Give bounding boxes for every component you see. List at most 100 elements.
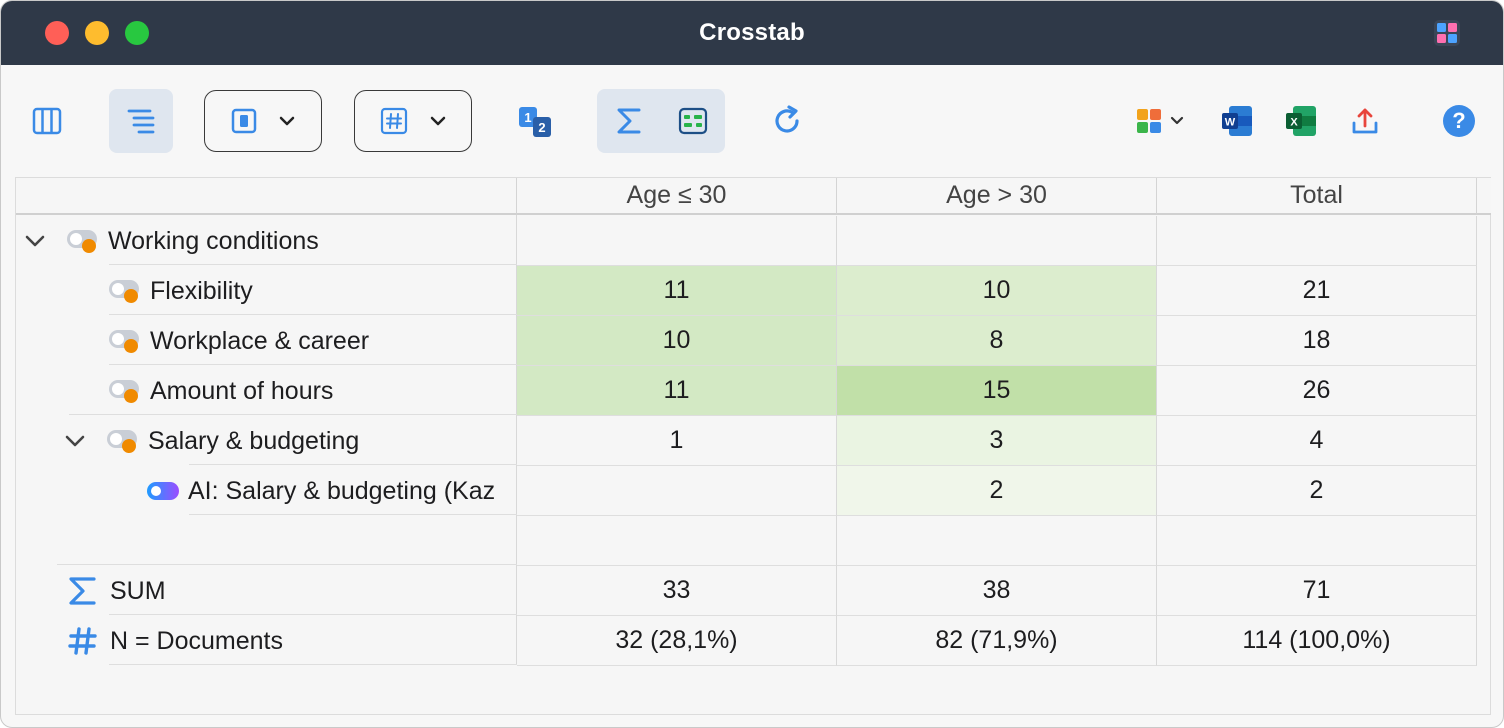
- svg-text:W: W: [1225, 117, 1236, 129]
- table-cell[interactable]: [1157, 216, 1477, 266]
- table-cell: [837, 516, 1157, 566]
- list-item[interactable]: Salary & budgeting: [62, 416, 516, 466]
- scroll-header-spacer: [1477, 178, 1491, 215]
- list-item[interactable]: Flexibility: [108, 266, 516, 316]
- zoom-window-button[interactable]: [125, 21, 149, 45]
- table-cell[interactable]: 8: [837, 316, 1157, 366]
- table-cell[interactable]: [517, 466, 837, 516]
- table-cell[interactable]: 26: [1157, 366, 1477, 416]
- help-icon: ?: [1443, 105, 1475, 137]
- row-label: Workplace & career: [150, 326, 370, 355]
- column-header[interactable]: Age > 30: [837, 178, 1157, 215]
- list-item[interactable]: Amount of hours: [108, 366, 516, 416]
- window-title: Crosstab: [699, 19, 805, 46]
- word-export-icon: W: [1222, 106, 1252, 136]
- sum-cell: 38: [837, 566, 1157, 616]
- row-divider: [109, 264, 517, 265]
- n-documents-cell: 32 (28,1%): [517, 616, 837, 666]
- chevron-down-icon[interactable]: [22, 228, 48, 254]
- row-label: Working conditions: [108, 226, 319, 255]
- puzzle-icon: [1137, 109, 1161, 133]
- code-icon: [67, 230, 97, 253]
- help-button[interactable]: ?: [1437, 93, 1481, 149]
- toolbar: 1 2: [1, 65, 1503, 177]
- column-header[interactable]: Total: [1157, 178, 1477, 215]
- chevron-down-icon[interactable]: [62, 428, 88, 454]
- export-button[interactable]: [1343, 93, 1387, 149]
- row-divider: [189, 464, 517, 465]
- word-export-button[interactable]: W: [1215, 93, 1259, 149]
- n-documents-cell: 82 (71,9%): [837, 616, 1157, 666]
- table-cell[interactable]: 2: [1157, 466, 1477, 516]
- cell-display-dropdown[interactable]: [204, 90, 322, 152]
- svg-text:X: X: [1290, 117, 1298, 129]
- table-cell[interactable]: 18: [1157, 316, 1477, 366]
- svg-text:1: 1: [524, 110, 531, 125]
- row-label: Salary & budgeting: [148, 426, 360, 455]
- svg-text:2: 2: [538, 120, 545, 135]
- chevron-down-icon: [279, 116, 295, 126]
- close-window-button[interactable]: [45, 21, 69, 45]
- refresh-icon: [775, 105, 799, 133]
- table-cell[interactable]: 10: [517, 316, 837, 366]
- table-cell[interactable]: 4: [1157, 416, 1477, 466]
- tree-layout-button[interactable]: [109, 89, 173, 153]
- table-cell[interactable]: 10: [837, 266, 1157, 316]
- columns-button[interactable]: [25, 93, 69, 149]
- export-icon: [1352, 108, 1378, 134]
- code-icon: [109, 280, 139, 303]
- table-cell[interactable]: 1: [517, 416, 837, 466]
- sum-cell: 33: [517, 566, 837, 616]
- number-format-dropdown[interactable]: [354, 90, 472, 152]
- column-divider: [516, 215, 517, 664]
- titlebar: Crosstab: [1, 1, 1503, 65]
- minimize-window-button[interactable]: [85, 21, 109, 45]
- column-header[interactable]: Age ≤ 30: [517, 178, 837, 215]
- list-item: [16, 516, 516, 566]
- table-cell[interactable]: 15: [837, 366, 1157, 416]
- chevron-down-icon: [430, 116, 446, 126]
- table-cell[interactable]: 2: [837, 466, 1157, 516]
- n-documents-cell: 114 (100,0%): [1157, 616, 1477, 666]
- table-cell: [1157, 516, 1477, 566]
- row-divider: [109, 614, 517, 615]
- row-label: AI: Salary & budgeting (Kaz: [188, 476, 496, 505]
- cell-view-icon: [231, 108, 257, 134]
- sigma-icon: [69, 577, 96, 605]
- list-item[interactable]: AI: Salary & budgeting (Kaz: [146, 466, 516, 516]
- code-toggle-icon: [678, 107, 708, 135]
- table-cell[interactable]: [517, 216, 837, 266]
- list-item[interactable]: Workplace & career: [108, 316, 516, 366]
- row-divider: [109, 664, 517, 665]
- sum-cell: 71: [1157, 566, 1477, 616]
- table-cell: [517, 516, 837, 566]
- excel-export-button[interactable]: X: [1279, 93, 1323, 149]
- swap-numbering-button[interactable]: 1 2: [511, 93, 559, 149]
- row-divider: [69, 414, 517, 415]
- table-cell[interactable]: [837, 216, 1157, 266]
- row-divider: [189, 514, 517, 515]
- app-grid-icon[interactable]: [1433, 19, 1461, 47]
- table-cell[interactable]: 21: [1157, 266, 1477, 316]
- list-item[interactable]: Working conditions: [22, 216, 516, 266]
- code-icon: [109, 380, 139, 403]
- puzzle-dropdown[interactable]: [1129, 93, 1189, 149]
- table-cell[interactable]: 3: [837, 416, 1157, 466]
- sum-toggle-button[interactable]: [597, 89, 661, 153]
- chevron-down-icon: [1170, 116, 1184, 125]
- row-label: SUM: [110, 576, 166, 605]
- swap-numbering-icon: 1 2: [519, 107, 551, 137]
- code-icon: [107, 430, 137, 453]
- table-cell[interactable]: 11: [517, 366, 837, 416]
- row-label: Amount of hours: [150, 376, 334, 405]
- n-documents-row: N = Documents: [66, 616, 516, 666]
- columns-icon: [32, 107, 62, 135]
- tree-layout-icon: [127, 109, 155, 134]
- row-label: N = Documents: [110, 626, 283, 655]
- refresh-button[interactable]: [763, 93, 811, 149]
- code-toggle-button[interactable]: [661, 89, 725, 153]
- sum-icon: [617, 108, 641, 134]
- table-cell[interactable]: 11: [517, 266, 837, 316]
- code-icon: [109, 330, 139, 353]
- crosstab-table: Age ≤ 30 Age > 30 Total Working conditio…: [15, 177, 1491, 715]
